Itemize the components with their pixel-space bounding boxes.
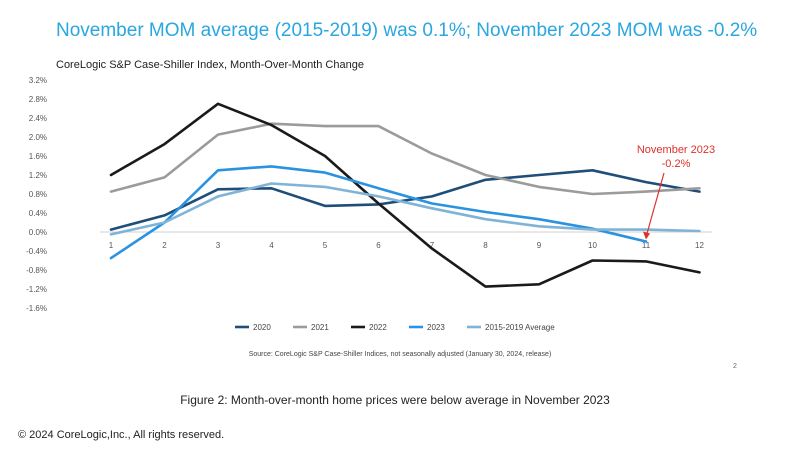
x-tick-label: 3 xyxy=(216,241,221,250)
legend-label: 2020 xyxy=(253,323,271,332)
series-line-2015-2019-average xyxy=(109,182,701,236)
series-line-2021 xyxy=(109,122,701,196)
x-tick-label: 6 xyxy=(376,241,381,250)
y-tick-label: -1.6% xyxy=(26,304,47,313)
legend-label: 2015-2019 Average xyxy=(485,323,555,332)
annotation-label: November 2023 xyxy=(637,144,715,156)
page-number: 2 xyxy=(733,363,737,370)
y-tick-label: -1.2% xyxy=(26,285,47,294)
y-tick-label: -0.4% xyxy=(26,247,47,256)
copyright: © 2024 CoreLogic,Inc., All rights reserv… xyxy=(18,429,225,441)
legend-label: 2022 xyxy=(369,323,387,332)
x-tick-label: 11 xyxy=(642,241,651,250)
legend-label: 2023 xyxy=(427,323,445,332)
x-tick-label: 9 xyxy=(537,241,542,250)
annotation-value: -0.2% xyxy=(662,158,691,170)
x-tick-label: 10 xyxy=(588,241,597,250)
x-tick-label: 2 xyxy=(162,241,167,250)
y-tick-label: 1.2% xyxy=(29,171,47,180)
y-tick-label: 0.8% xyxy=(29,190,47,199)
x-tick-label: 12 xyxy=(695,241,704,250)
line-chart: 3.2% 2.8% 2.4% 2.0% 1.6% 1.2% 0.8% 0.4% 0.0% -0.4… xyxy=(26,76,715,332)
y-tick-label: 2.8% xyxy=(29,95,47,104)
series-line-2023 xyxy=(109,165,648,260)
legend-label: 2021 xyxy=(311,323,329,332)
x-tick-label: 1 xyxy=(109,241,114,250)
series-line-2022 xyxy=(109,102,701,288)
y-tick-label: 2.4% xyxy=(29,114,47,123)
y-tick-label: 0.0% xyxy=(29,228,47,237)
series-line-2020 xyxy=(109,169,701,231)
y-tick-label: 2.0% xyxy=(29,133,47,142)
chart-title: CoreLogic S&P Case-Shiller Index, Month-… xyxy=(56,59,364,71)
annotation-arrow-head xyxy=(643,231,650,240)
x-tick-label: 8 xyxy=(483,241,488,250)
y-tick-label: 0.4% xyxy=(29,209,47,218)
figure-caption: Figure 2: Month-over-month home prices w… xyxy=(180,393,610,407)
y-tick-label: -0.8% xyxy=(26,266,47,275)
annotation-arrow-line xyxy=(646,172,665,234)
headline: November MOM average (2015-2019) was 0.1… xyxy=(56,20,758,41)
source-note: Source: CoreLogic S&P Case-Shiller Indic… xyxy=(248,351,552,358)
y-tick-label: 3.2% xyxy=(29,76,47,85)
x-tick-label: 7 xyxy=(430,241,435,250)
y-tick-label: 1.6% xyxy=(29,152,47,161)
x-tick-label: 5 xyxy=(323,241,328,250)
x-tick-label: 4 xyxy=(269,241,274,250)
